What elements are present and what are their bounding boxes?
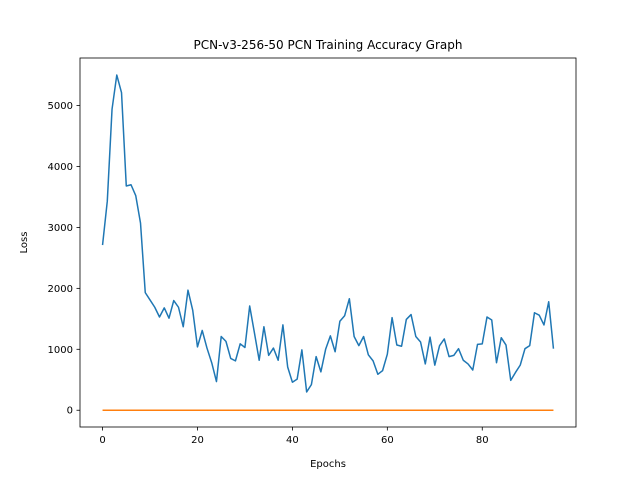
y-tick-label: 1000 — [48, 345, 73, 356]
series-layer — [101, 74, 555, 411]
plot-frame — [79, 57, 577, 428]
y-tick-label: 2000 — [48, 284, 73, 295]
x-tick-label: 0 — [99, 435, 105, 446]
x-tick-label: 60 — [381, 435, 394, 446]
chart-title: PCN-v3-256-50 PCN Training Accuracy Grap… — [194, 38, 463, 52]
y-tick-label: 5000 — [48, 101, 73, 112]
x-tick-label: 20 — [191, 435, 204, 446]
y-tick-label: 4000 — [48, 162, 73, 173]
series-line-1 — [101, 74, 555, 393]
x-tick-label: 80 — [476, 435, 489, 446]
axes-layer: 0 20 40 60 80 0 1000 2000 3000 4000 5000 — [48, 101, 489, 446]
x-axis-label: Epochs — [310, 459, 346, 470]
y-tick-label: 3000 — [48, 223, 73, 234]
y-tick-label: 0 — [67, 406, 73, 417]
x-tick-label: 40 — [286, 435, 299, 446]
y-axis-label: Loss — [19, 232, 30, 254]
